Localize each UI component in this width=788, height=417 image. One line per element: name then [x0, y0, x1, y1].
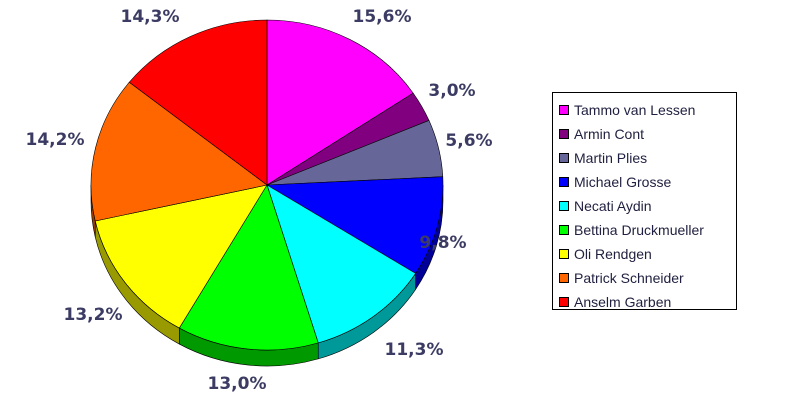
- legend-item-martin-plies: Martin Plies: [559, 146, 736, 170]
- pie-slice-tammo-van-lessen: [266, 19, 414, 186]
- legend-item-anselm-garben: Anselm Garben: [559, 290, 736, 314]
- legend-item-patrick-schneider: Patrick Schneider: [559, 266, 736, 290]
- slice-label-necati-aydin: 11,3%: [385, 340, 444, 360]
- legend-label: Necati Aydin: [574, 198, 652, 214]
- slice-label-patrick-schneider: 14,2%: [26, 130, 85, 150]
- legend-swatch: [559, 273, 569, 283]
- legend-swatch: [559, 129, 569, 139]
- pie-chart: 15,6% 3,0% 5,6% 9,8% 11,3% 13,0% 13,2% 14,2% 14,…: [26, 7, 493, 394]
- slice-label-armin-cont: 3,0%: [428, 81, 475, 101]
- legend-label: Martin Plies: [574, 150, 648, 166]
- pie-slices: [90, 19, 444, 351]
- legend-label: Michael Grosse: [574, 174, 672, 190]
- pie-slice-bettina-druckmueller: [178, 184, 319, 351]
- pie-sides: [90, 184, 444, 367]
- legend-label: Oli Rendgen: [574, 246, 652, 262]
- legend-label: Tammo van Lessen: [574, 102, 696, 118]
- slice-label-tammo-van-lessen: 15,6%: [353, 7, 412, 27]
- slice-label-michael-grosse: 9,8%: [419, 233, 466, 253]
- legend-label: Patrick Schneider: [574, 270, 684, 286]
- legend-swatch: [559, 225, 569, 235]
- pie-slice-necati-aydin: [266, 184, 417, 344]
- pie-slice-oli-rendgen: [94, 184, 268, 329]
- legend-swatch: [559, 153, 569, 163]
- pie-slice-patrick-schneider: [90, 81, 268, 222]
- legend-swatch: [559, 177, 569, 187]
- legend-label: Armin Cont: [574, 126, 645, 142]
- legend-item-bettina-druckmueller: Bettina Druckmueller: [559, 218, 736, 242]
- legend-swatch: [559, 249, 569, 259]
- legend-item-tammo-van-lessen: Tammo van Lessen: [559, 98, 736, 122]
- legend: Tammo van Lessen Armin Cont Martin Plies Mi…: [552, 92, 737, 310]
- slice-label-oli-rendgen: 13,2%: [64, 305, 123, 325]
- legend-swatch: [559, 201, 569, 211]
- legend-item-michael-grosse: Michael Grosse: [559, 170, 736, 194]
- pie-slice-anselm-garben: [128, 19, 268, 186]
- pie-labels: 15,6% 3,0% 5,6% 9,8% 11,3% 13,0% 13,2% 14,2% 14,…: [26, 7, 493, 394]
- slice-label-anselm-garben: 14,3%: [121, 7, 180, 27]
- pie-slice-michael-grosse: [265, 176, 444, 274]
- legend-swatch: [559, 297, 569, 307]
- legend-item-oli-rendgen: Oli Rendgen: [559, 242, 736, 266]
- legend-item-necati-aydin: Necati Aydin: [559, 194, 736, 218]
- legend-item-armin-cont: Armin Cont: [559, 122, 736, 146]
- legend-label: Bettina Druckmueller: [574, 222, 704, 238]
- slice-label-martin-plies: 5,6%: [445, 131, 492, 151]
- legend-swatch: [559, 105, 569, 115]
- slice-label-bettina-druckmueller: 13,0%: [208, 374, 267, 394]
- legend-label: Anselm Garben: [574, 294, 672, 310]
